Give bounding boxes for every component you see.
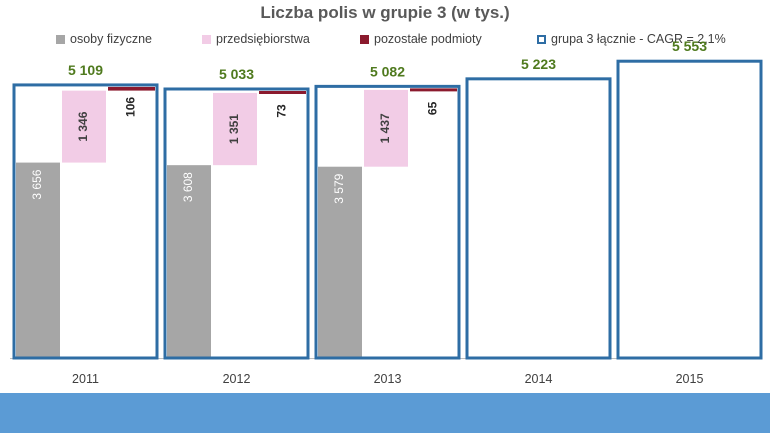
- bar-przedsiebiorstwa-2012: [213, 92, 257, 166]
- legend-swatch-przedsiebiorstwa: [202, 34, 211, 44]
- label-pozostale-podmioty-2011: 106: [124, 97, 138, 117]
- bar-grupa-3-lacznie-2013: [314, 84, 461, 360]
- x-tick-label-2014: 2014: [525, 372, 553, 386]
- x-tick-label-2013: 2013: [374, 372, 402, 386]
- footer-band: [0, 393, 770, 433]
- x-tick-label-2011: 2011: [72, 372, 99, 386]
- legend-item-osoby-fizyczne: osoby fizyczne: [56, 32, 152, 46]
- label-osoby-fizyczne-2013: 3 579: [332, 173, 346, 203]
- bar-grupa-3-lacznie-2011: [12, 83, 159, 360]
- label-przedsiebiorstwa-2012: 1 351: [227, 114, 241, 144]
- bar-osoby-fizyczne-2013: [318, 166, 362, 358]
- label-pozostale-podmioty-2013: 65: [426, 101, 440, 115]
- x-tick-label-2015: 2015: [676, 372, 704, 386]
- bar-osoby-fizyczne-2012: [167, 165, 211, 358]
- legend-item-pozostale-podmioty: pozostałe podmioty: [360, 32, 482, 46]
- legend-swatch-pozostale-podmioty: [360, 34, 369, 44]
- bar-grupa-3-lacznie-2015: [616, 59, 763, 360]
- legend-swatch-osoby-fizyczne: [56, 34, 65, 44]
- total-label-2011: 5 109: [68, 62, 103, 78]
- total-label-2014: 5 223: [521, 56, 556, 72]
- bar-grupa-3-lacznie-2012: [163, 87, 310, 360]
- label-przedsiebiorstwa-2011: 1 346: [76, 111, 90, 141]
- legend-label-osoby-fizyczne: osoby fizyczne: [70, 32, 152, 46]
- label-osoby-fizyczne-2012: 3 608: [181, 172, 195, 202]
- legend-label-przedsiebiorstwa: przedsiębiorstwa: [216, 32, 310, 46]
- legend-item-grupa-3-lacznie: grupa 3 łącznie - CAGR = 2,1%: [537, 32, 726, 46]
- label-osoby-fizyczne-2011: 3 656: [30, 169, 44, 199]
- bar-grupa-3-lacznie-2014: [465, 77, 612, 360]
- total-label-2013: 5 082: [370, 63, 405, 79]
- label-przedsiebiorstwa-2013: 1 437: [378, 113, 392, 143]
- chart-title: Liczba polis w grupie 3 (w tys.): [260, 3, 510, 22]
- bar-osoby-fizyczne-2011: [16, 162, 60, 358]
- total-label-2012: 5 033: [219, 66, 254, 82]
- bar-pozostale-podmioty-2013: [410, 88, 457, 92]
- legend: osoby fizyczne przedsiębiorstwa pozostał…: [0, 32, 770, 50]
- legend-label-pozostale-podmioty: pozostałe podmioty: [374, 32, 482, 46]
- legend-item-przedsiebiorstwa: przedsiębiorstwa: [202, 32, 310, 46]
- bar-przedsiebiorstwa-2013: [364, 89, 408, 167]
- label-pozostale-podmioty-2012: 73: [275, 104, 289, 118]
- bar-pozostale-podmioty-2012: [259, 90, 306, 94]
- legend-swatch-grupa-3-lacznie: [537, 34, 546, 44]
- x-tick-label-2012: 2012: [223, 372, 251, 386]
- bar-pozostale-podmioty-2011: [108, 86, 155, 91]
- bar-przedsiebiorstwa-2011: [62, 90, 106, 163]
- total-label-2015: 5 553: [672, 38, 707, 54]
- legend-label-grupa-3-lacznie: grupa 3 łącznie - CAGR = 2,1%: [551, 32, 726, 46]
